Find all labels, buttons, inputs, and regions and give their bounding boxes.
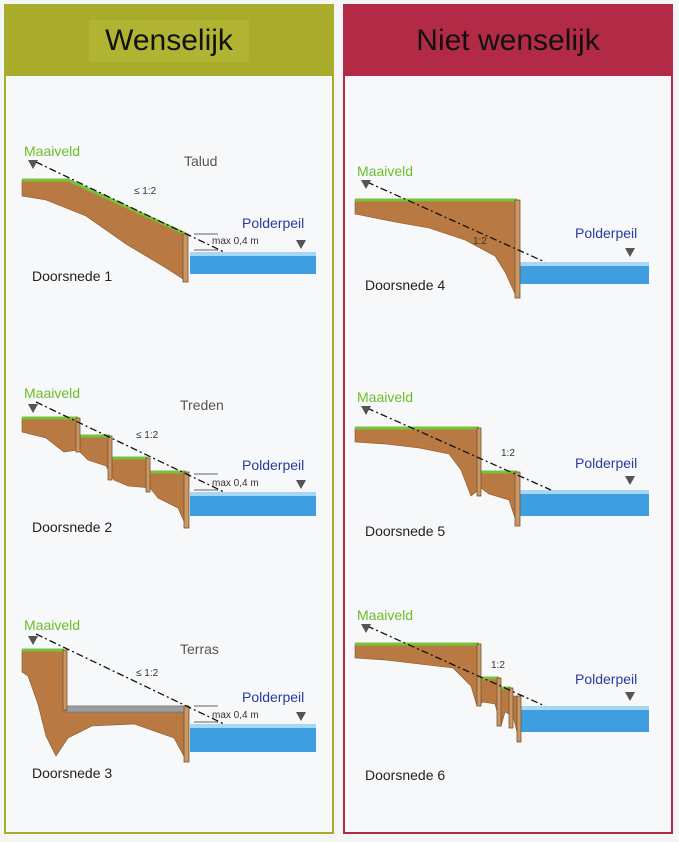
section-1: Maaiveld Talud ≤ 1:2 max 0,4 m Polderpei… xyxy=(21,143,316,284)
panel-header-niet-wenselijk: Niet wenselijk xyxy=(345,6,671,76)
wall-4 xyxy=(514,199,521,299)
polder-marker-5 xyxy=(625,476,635,485)
section-5: Maaiveld 1:2 Polderpeil Doorsnede 5 xyxy=(354,389,649,539)
slope-label-6: 1:2 xyxy=(491,660,505,671)
grass-1 xyxy=(22,178,187,236)
panel-title-wenselijk: Wenselijk xyxy=(89,20,249,62)
slope-line-4 xyxy=(366,181,546,263)
polderpeil-label-5: Polderpeil xyxy=(575,455,637,471)
slope-line-6 xyxy=(366,625,546,707)
slope-label-2: ≤ 1:2 xyxy=(136,430,159,441)
wall-6d xyxy=(516,695,522,743)
caption-5: Doorsnede 5 xyxy=(365,523,445,539)
maaiveld-marker-3 xyxy=(28,636,38,645)
wall-1 xyxy=(182,233,189,283)
wall-5b xyxy=(514,471,521,527)
type-label-2: Treden xyxy=(180,397,224,413)
max-label-1: max 0,4 m xyxy=(212,236,259,247)
water-surface-6 xyxy=(521,706,649,710)
water-surface-2 xyxy=(190,492,316,496)
type-label-1: Talud xyxy=(184,153,217,169)
slope-line-5 xyxy=(366,407,552,491)
water-3 xyxy=(190,726,316,752)
maaiveld-marker-6 xyxy=(361,624,371,633)
polder-marker-1 xyxy=(296,240,306,249)
maaiveld-label-3: Maaiveld xyxy=(24,617,80,633)
terrace-3 xyxy=(65,705,187,713)
maaiveld-marker-1 xyxy=(28,160,38,169)
section-2: Maaiveld Treden ≤ 1:2 max 0,4 m Polderpe… xyxy=(21,385,316,535)
section-4: Maaiveld 1:2 Polderpeil Doorsnede 4 xyxy=(354,163,649,299)
slope-label-1: ≤ 1:2 xyxy=(134,186,157,197)
maaiveld-label-1: Maaiveld xyxy=(24,143,80,159)
wall-6b xyxy=(496,677,502,727)
water-surface-1 xyxy=(190,252,316,256)
wall-2a xyxy=(75,417,81,453)
panel-wenselijk: Wenselijk Maaiveld Talud ≤ 1:2 max 0,4 m… xyxy=(4,4,334,834)
water-surface-5 xyxy=(519,490,649,494)
polder-marker-2 xyxy=(296,480,306,489)
maaiveld-label-4: Maaiveld xyxy=(357,163,413,179)
panel-niet-wenselijk: Niet wenselijk Maaiveld 1:2 Polderpeil D… xyxy=(343,4,673,834)
ground-6 xyxy=(354,643,520,741)
caption-4: Doorsnede 4 xyxy=(365,277,445,293)
maaiveld-marker-4 xyxy=(361,180,371,189)
type-label-3: Terras xyxy=(180,641,219,657)
wall-2b xyxy=(107,435,113,481)
maaiveld-label-2: Maaiveld xyxy=(24,385,80,401)
slope-label-4: 1:2 xyxy=(473,236,487,247)
water-1 xyxy=(190,254,316,274)
water-6 xyxy=(521,708,649,732)
polderpeil-label-2: Polderpeil xyxy=(242,457,304,473)
maaiveld-label-6: Maaiveld xyxy=(357,607,413,623)
slope-line-1 xyxy=(35,161,225,253)
polderpeil-label-3: Polderpeil xyxy=(242,689,304,705)
section-3: Maaiveld Terras ≤ 1:2 max 0,4 m Polderpe… xyxy=(21,617,316,781)
slope-line-2 xyxy=(35,401,225,493)
panel-header-wenselijk: Wenselijk xyxy=(6,6,332,76)
caption-3: Doorsnede 3 xyxy=(32,765,112,781)
wall-3a xyxy=(62,649,68,711)
water-surface-3 xyxy=(190,724,316,728)
polder-marker-6 xyxy=(625,692,635,701)
panel-title-niet-wenselijk: Niet wenselijk xyxy=(416,24,600,57)
caption-1: Doorsnede 1 xyxy=(32,268,112,284)
polder-marker-3 xyxy=(296,712,306,721)
caption-6: Doorsnede 6 xyxy=(365,767,445,783)
max-label-3: max 0,4 m xyxy=(212,710,259,721)
caption-2: Doorsnede 2 xyxy=(32,519,112,535)
maaiveld-marker-5 xyxy=(361,406,371,415)
polderpeil-label-1: Polderpeil xyxy=(242,215,304,231)
max-label-2: max 0,4 m xyxy=(212,478,259,489)
slope-line-3 xyxy=(35,633,225,725)
section-6: Maaiveld 1:2 Polderpeil Doorsnede 6 xyxy=(354,607,649,783)
maaiveld-marker-2 xyxy=(28,404,38,413)
polderpeil-label-6: Polderpeil xyxy=(575,671,637,687)
maaiveld-label-5: Maaiveld xyxy=(357,389,413,405)
water-2 xyxy=(190,494,316,516)
wall-2d xyxy=(183,471,190,529)
ground-5 xyxy=(354,427,518,525)
slope-label-5: 1:2 xyxy=(501,448,515,459)
polder-marker-4 xyxy=(625,248,635,257)
wall-6c xyxy=(508,687,514,729)
diagram-wenselijk: Maaiveld Talud ≤ 1:2 max 0,4 m Polderpei… xyxy=(21,143,316,781)
wall-5a xyxy=(476,427,482,497)
polderpeil-label-4: Polderpeil xyxy=(575,225,637,241)
water-surface-4 xyxy=(519,262,649,266)
water-5 xyxy=(519,492,649,516)
slope-label-3: ≤ 1:2 xyxy=(136,668,159,679)
diagram-niet-wenselijk: Maaiveld 1:2 Polderpeil Doorsnede 4 Maai… xyxy=(354,163,649,783)
wall-3b xyxy=(183,705,190,763)
water-4 xyxy=(519,264,649,284)
wall-2c xyxy=(145,457,151,493)
